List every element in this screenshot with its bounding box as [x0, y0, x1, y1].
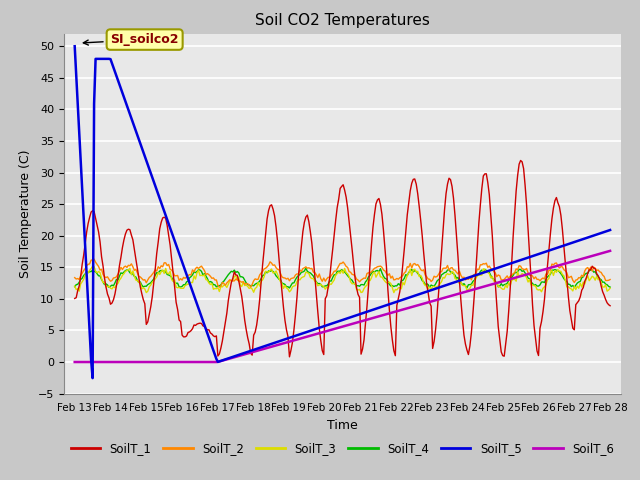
- Title: Soil CO2 Temperatures: Soil CO2 Temperatures: [255, 13, 430, 28]
- Text: SI_soilco2: SI_soilco2: [83, 33, 179, 46]
- Legend: SoilT_1, SoilT_2, SoilT_3, SoilT_4, SoilT_5, SoilT_6: SoilT_1, SoilT_2, SoilT_3, SoilT_4, Soil…: [66, 437, 619, 460]
- X-axis label: Time: Time: [327, 419, 358, 432]
- Y-axis label: Soil Temperature (C): Soil Temperature (C): [19, 149, 33, 278]
